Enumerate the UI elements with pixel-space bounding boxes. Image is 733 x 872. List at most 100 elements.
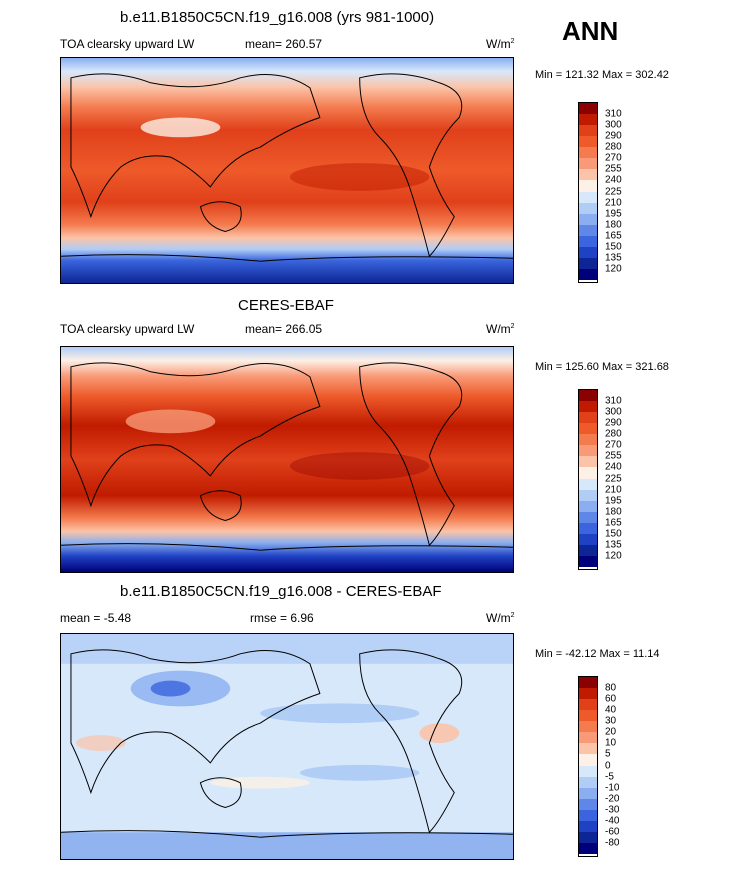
- colorbar-swatch: [579, 809, 597, 821]
- colorbar-swatch: [579, 401, 597, 413]
- colorbar-tick-label: 300: [605, 119, 622, 131]
- colorbar-swatch: [579, 467, 597, 479]
- colorbar-swatch: [579, 533, 597, 545]
- units-label: W/m2: [486, 611, 515, 625]
- colorbar-swatch: [579, 677, 597, 689]
- colorbar-swatch: [579, 246, 597, 258]
- colorbar-tick-label: 135: [605, 252, 622, 264]
- season-label: ANN: [562, 16, 619, 46]
- colorbar-swatch: [579, 555, 597, 567]
- colorbar-swatch: [579, 489, 597, 501]
- diff-mean-label: mean = -5.48: [60, 611, 132, 625]
- colorbar-swatch: [579, 743, 597, 755]
- colorbar-tick-label: 150: [605, 241, 622, 253]
- colorbar-swatch: [579, 699, 597, 711]
- colorbar-swatch: [579, 224, 597, 236]
- colorbar-tick-label: -30: [605, 804, 620, 816]
- colorbar-tick-label: 290: [605, 130, 622, 142]
- colorbar-swatch: [579, 180, 597, 192]
- colorbar-swatch: [579, 831, 597, 843]
- colorbar-tick-label: 40: [605, 704, 617, 716]
- colorbar-tick-label: 255: [605, 163, 622, 175]
- colorbar-diff: [578, 676, 598, 857]
- colorbar-tick-label: -40: [605, 815, 620, 827]
- colorbar-swatch: [579, 688, 597, 700]
- colorbar-swatch: [579, 500, 597, 512]
- colorbar-swatch: [579, 721, 597, 733]
- colorbar-tick-label: 255: [605, 450, 622, 462]
- panel-title: b.e11.B1850C5CN.f19_g16.008 - CERES-EBAF: [120, 583, 442, 600]
- colorbar-tick-label: 135: [605, 539, 622, 551]
- colorbar-swatch: [579, 114, 597, 126]
- colorbar-tick-label: 310: [605, 108, 622, 120]
- panel-title: b.e11.B1850C5CN.f19_g16.008 (yrs 981-100…: [120, 9, 435, 26]
- colorbar-swatch: [579, 257, 597, 269]
- colorbar-swatch: [579, 544, 597, 556]
- colorbar-swatch: [579, 710, 597, 722]
- colorbar-tick-label: 165: [605, 230, 622, 242]
- colorbar-tick-label: 300: [605, 406, 622, 418]
- colorbar-swatch: [579, 103, 597, 115]
- map-diff: [60, 633, 514, 860]
- colorbar-swatch: [579, 478, 597, 490]
- colorbar-swatch: [579, 456, 597, 468]
- colorbar-swatch: [579, 136, 597, 148]
- colorbar-tick-label: 195: [605, 495, 622, 507]
- colorbar-swatch: [579, 423, 597, 435]
- units-label: W/m2: [486, 37, 515, 51]
- colorbar-swatch: [579, 765, 597, 777]
- colorbar-swatch: [579, 732, 597, 744]
- colorbar-model: [578, 102, 598, 283]
- colorbar-swatch: [579, 390, 597, 402]
- colorbar-tick-label: 195: [605, 208, 622, 220]
- units-label: W/m2: [486, 322, 515, 336]
- colorbar-swatch: [579, 147, 597, 159]
- colorbar-tick-label: 150: [605, 528, 622, 540]
- variable-label: TOA clearsky upward LW: [60, 322, 195, 336]
- rmse-label: rmse = 6.96: [250, 611, 314, 625]
- colorbar-tick-label: 240: [605, 461, 622, 473]
- colorbar-tick-label: 180: [605, 219, 622, 231]
- colorbar-tick-label: 280: [605, 141, 622, 153]
- colorbar-tick-label: 120: [605, 550, 622, 562]
- colorbar-tick-label: 210: [605, 197, 622, 209]
- colorbar-swatch: [579, 776, 597, 788]
- colorbar-tick-label: 5: [605, 748, 611, 760]
- colorbar-tick-label: -80: [605, 837, 620, 849]
- colorbar-swatch: [579, 842, 597, 854]
- colorbar-swatch: [579, 268, 597, 280]
- colorbar-swatch: [579, 754, 597, 766]
- colorbar-tick-label: -5: [605, 771, 614, 783]
- colorbar-tick-label: 30: [605, 715, 617, 727]
- colorbar-tick-label: 280: [605, 428, 622, 440]
- colorbar-swatch: [579, 202, 597, 214]
- colorbar-tick-label: -10: [605, 782, 620, 794]
- panel-title: CERES-EBAF: [238, 297, 334, 314]
- colorbar-swatch: [579, 820, 597, 832]
- colorbar-swatch: [579, 787, 597, 799]
- colorbar-tick-label: 270: [605, 152, 622, 164]
- colorbar-swatch: [579, 511, 597, 523]
- map-obs: [60, 346, 514, 573]
- colorbar-swatch: [579, 169, 597, 181]
- colorbar-tick-label: 290: [605, 417, 622, 429]
- colorbar-tick-label: 240: [605, 174, 622, 186]
- colorbar-swatch: [579, 158, 597, 170]
- mean-label: mean= 266.05: [245, 322, 323, 336]
- colorbar-tick-label: 180: [605, 506, 622, 518]
- map-model: [60, 57, 514, 284]
- colorbar-tick-label: 120: [605, 263, 622, 275]
- colorbar-tick-label: 60: [605, 693, 617, 705]
- mean-label: mean= 260.57: [245, 37, 323, 51]
- colorbar-tick-label: -20: [605, 793, 620, 805]
- colorbar-swatch: [579, 125, 597, 137]
- colorbar-tick-label: 270: [605, 439, 622, 451]
- colorbar-tick-label: 210: [605, 484, 622, 496]
- min-max-label: Min = 125.60 Max = 321.68: [535, 361, 669, 373]
- colorbar-tick-label: 310: [605, 395, 622, 407]
- colorbar-swatch: [579, 412, 597, 424]
- colorbar-tick-label: 80: [605, 682, 617, 694]
- colorbar-swatch: [579, 191, 597, 203]
- colorbar-tick-label: 10: [605, 737, 617, 749]
- colorbar-tick-label: 225: [605, 186, 622, 197]
